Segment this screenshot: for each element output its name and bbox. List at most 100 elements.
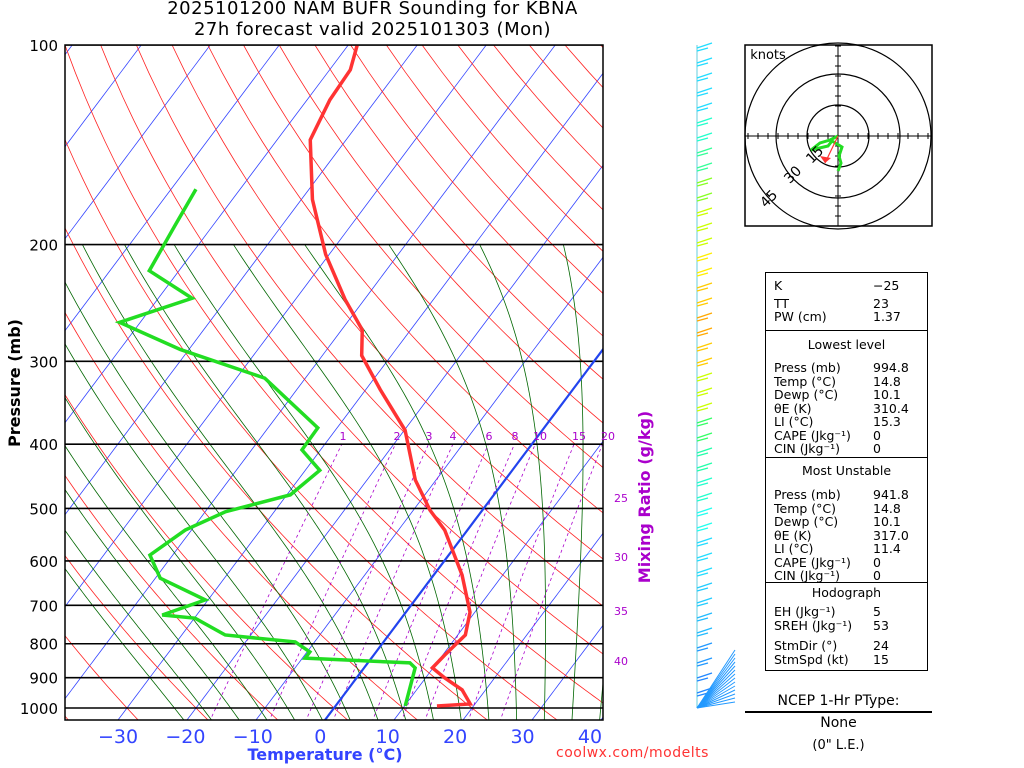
dry-adiabat-line — [65, 635, 139, 720]
stat-value: 0 — [873, 441, 881, 456]
stat-row: StmSpd (kt) 15 — [774, 653, 924, 666]
wind-barb-icon — [696, 72, 713, 82]
pressure-tick-label: 100 — [29, 37, 58, 55]
dry-adiabat-line — [100, 45, 603, 655]
pressure-tick-label: 600 — [29, 553, 58, 571]
isotherm-line — [65, 45, 211, 240]
wind-barb-icon — [696, 677, 736, 709]
stat-label: StmSpd (kt) — [774, 652, 849, 667]
y-axis-label: Pressure (mb) — [5, 319, 24, 447]
dry-adiabat-line — [207, 45, 603, 514]
credit-link[interactable]: coolwx.com/modelts — [556, 745, 709, 761]
mixing-ratio-label: 1 — [340, 430, 347, 443]
stat-row: Dewp (°C) 10.1 — [774, 388, 924, 401]
wind-barb-icon — [696, 342, 713, 352]
wind-barb-icon — [696, 537, 713, 547]
mixing-ratio-line — [305, 443, 429, 720]
moist-adiabat-line — [82, 244, 379, 720]
moist-adiabat-line — [599, 678, 603, 720]
isotherm-line — [65, 45, 418, 516]
isotherm-line — [531, 624, 603, 720]
wind-barb-icon — [696, 57, 713, 67]
ptype-value: None — [820, 715, 857, 731]
pressure-tick-label: 1000 — [20, 700, 58, 718]
theta-e-label: 40 — [614, 655, 628, 668]
wind-barb-icon — [696, 582, 713, 592]
wind-barb-icon — [696, 42, 713, 52]
isotherm-line — [65, 45, 556, 700]
moist-adiabat-line — [65, 488, 240, 720]
mixing-ratio-label: 3 — [426, 430, 433, 443]
wind-barb-icon — [696, 402, 713, 412]
moist-adiabat-line — [562, 244, 584, 720]
pressure-tick-label: 200 — [29, 237, 58, 255]
dry-adiabat-line — [65, 311, 419, 720]
stat-value: 0 — [873, 568, 881, 583]
wind-barb-icon — [696, 372, 713, 382]
wind-barb-icon — [696, 222, 713, 232]
moist-adiabat-line — [65, 343, 323, 720]
wind-barb-icon — [696, 357, 713, 367]
isotherm-line — [65, 45, 280, 332]
stat-value: 14.8 — [873, 500, 901, 516]
mixing-ratio-line — [209, 443, 343, 720]
wind-barb-icon — [696, 673, 736, 709]
dry-adiabat-line — [65, 394, 349, 720]
temperature-tick-label: 40 — [578, 726, 602, 748]
wind-barb-icon — [696, 612, 713, 622]
stat-value: 11.4 — [873, 541, 901, 556]
dry-adiabat-line — [457, 45, 603, 211]
stat-value: 941.8 — [873, 487, 909, 502]
temperature-tick-label: 20 — [443, 726, 467, 748]
moist-adiabat-line — [65, 281, 351, 720]
dry-adiabat-line — [65, 555, 209, 720]
moist-adiabat-line — [479, 244, 546, 720]
wind-barb-icon — [696, 162, 713, 172]
wind-barb-icon — [696, 697, 736, 709]
wind-barb-icon — [696, 522, 713, 532]
wind-barb-icon — [696, 312, 713, 322]
wind-barb-icon — [696, 207, 713, 217]
mixing-ratio-label: 10 — [533, 430, 547, 443]
stat-label: CIN (Jkg⁻¹) — [774, 441, 840, 456]
stat-value: 24 — [873, 638, 889, 653]
stat-value: 0 — [873, 554, 881, 570]
mixing-ratio-line — [269, 443, 396, 720]
stat-row: Temp (°C) 14.8 — [774, 502, 924, 515]
isotherm-line — [65, 45, 349, 424]
wind-barb-icon — [696, 567, 713, 577]
isotherm-line — [255, 256, 603, 720]
stat-label: EH (Jkg⁻¹) — [774, 604, 836, 619]
isotherm-line — [65, 45, 487, 608]
ptype-liquid-equivalent: (0" L.E.) — [812, 738, 865, 753]
stat-label: TT — [774, 296, 790, 311]
wind-barb-icon — [696, 685, 736, 709]
wind-barb-icon — [696, 237, 713, 247]
stat-value: 1.37 — [873, 309, 901, 324]
ptype-title: NCEP 1-Hr PType: — [777, 693, 900, 709]
temperature-tick-label: −20 — [165, 726, 205, 748]
wind-barb-icon — [696, 192, 713, 202]
hodograph-units-label: knots — [750, 48, 786, 63]
wind-barb-icon — [696, 597, 713, 607]
stat-row: Temp (°C) 14.8 — [774, 375, 924, 388]
wind-barb-icon — [696, 672, 713, 682]
wind-barb-icon — [696, 297, 713, 307]
wind-barb-icon — [696, 177, 713, 187]
section-title-most-unstable: Most Unstable — [801, 463, 892, 478]
stat-label: θE (K) — [774, 400, 812, 416]
temperature-tick-label: −30 — [98, 726, 138, 748]
stat-label: CAPE (Jkg⁻¹) — [774, 554, 851, 570]
dry-adiabat-line — [171, 45, 603, 560]
temperature-tick-label: 30 — [510, 726, 534, 748]
stat-row: StmDir (°) 24 — [774, 639, 924, 652]
wind-barb-icon — [696, 642, 713, 652]
stat-row: θE (K) 317.0 — [774, 529, 924, 542]
stat-label: SREH (Jkg⁻¹) — [774, 618, 853, 633]
wind-barb-icon — [696, 147, 713, 157]
stat-label: Dewp (°C) — [774, 514, 839, 529]
theta-e-label: 35 — [614, 605, 628, 618]
wind-barb-icon — [696, 507, 713, 517]
mixing-ratio-label: 8 — [512, 430, 519, 443]
